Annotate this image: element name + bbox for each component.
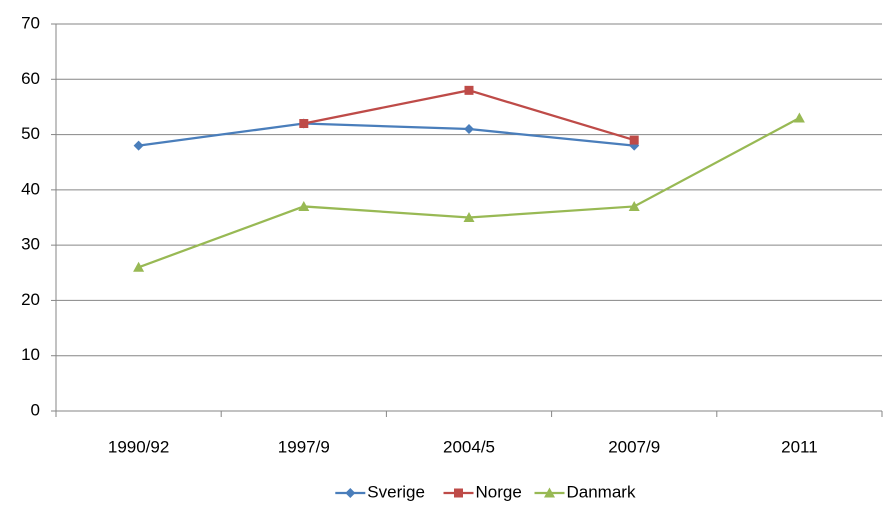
x-tick-label: 2004/5 [443, 437, 495, 456]
data-point [133, 261, 145, 272]
data-point [464, 124, 474, 135]
y-tick-label: 30 [21, 235, 40, 254]
legend-marker [345, 488, 356, 498]
data-point [628, 200, 640, 211]
data-point [463, 212, 475, 222]
legend-label: Norge [476, 482, 522, 501]
series-line [138, 122, 635, 147]
x-tick-label: 2011 [781, 437, 818, 456]
legend-marker [544, 487, 555, 498]
legend-label: Sverige [367, 482, 425, 501]
legend-label: Danmark [567, 482, 636, 501]
y-tick-label: 0 [31, 400, 40, 419]
data-point [298, 200, 310, 211]
data-point [464, 85, 474, 95]
y-tick-label: 40 [21, 179, 40, 198]
y-tick-label: 70 [21, 13, 40, 32]
x-tick-label: 1997/9 [278, 437, 330, 456]
data-point [299, 119, 309, 129]
y-tick-label: 50 [21, 124, 40, 143]
y-tick-label: 20 [21, 290, 40, 309]
x-tick-label: 2007/9 [608, 437, 660, 456]
data-point [793, 112, 805, 123]
x-tick-label: 1990/92 [108, 437, 169, 456]
y-tick-label: 10 [21, 345, 40, 364]
data-point [629, 135, 639, 145]
data-point [133, 140, 144, 151]
y-tick-label: 60 [21, 69, 40, 88]
legend-marker [454, 488, 463, 498]
